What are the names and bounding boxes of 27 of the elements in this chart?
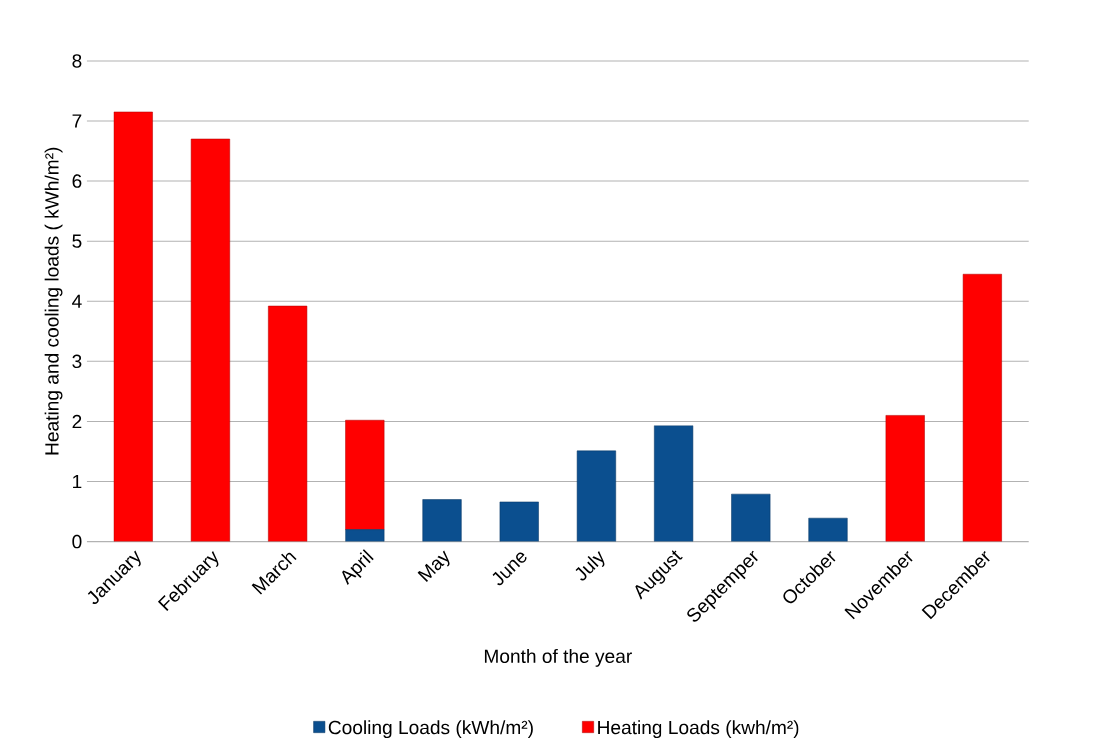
bar <box>808 517 848 542</box>
bar <box>422 499 462 542</box>
y-axis-title: Heating and cooling loads ( kWh/m²) <box>44 147 63 455</box>
bar <box>190 138 231 542</box>
y-tick-label: 0 <box>72 534 82 549</box>
bar <box>731 493 771 542</box>
bar <box>576 450 616 542</box>
bar <box>962 273 1002 542</box>
bar <box>345 419 385 530</box>
y-tick-label: 4 <box>72 294 82 308</box>
bar <box>113 111 153 542</box>
y-tick-label: 5 <box>72 234 82 248</box>
bar <box>885 415 925 542</box>
legend-label: Cooling Loads (kWh/m²) <box>328 720 533 738</box>
bar <box>499 501 539 542</box>
bar <box>654 425 694 542</box>
bar <box>268 305 308 542</box>
y-tick-label: 6 <box>72 174 82 188</box>
x-axis-title: Month of the year <box>484 648 632 667</box>
y-tick-label: 8 <box>72 54 82 68</box>
y-tick-label: 2 <box>72 414 82 429</box>
y-tick-label: 7 <box>72 114 82 128</box>
x-tick-label: May <box>417 550 450 582</box>
x-tick-label: July <box>575 550 605 581</box>
legend-label: Heating Loads (kwh/m²) <box>598 720 799 738</box>
y-tick-label: 3 <box>72 354 82 369</box>
y-tick-label: 1 <box>73 474 82 489</box>
